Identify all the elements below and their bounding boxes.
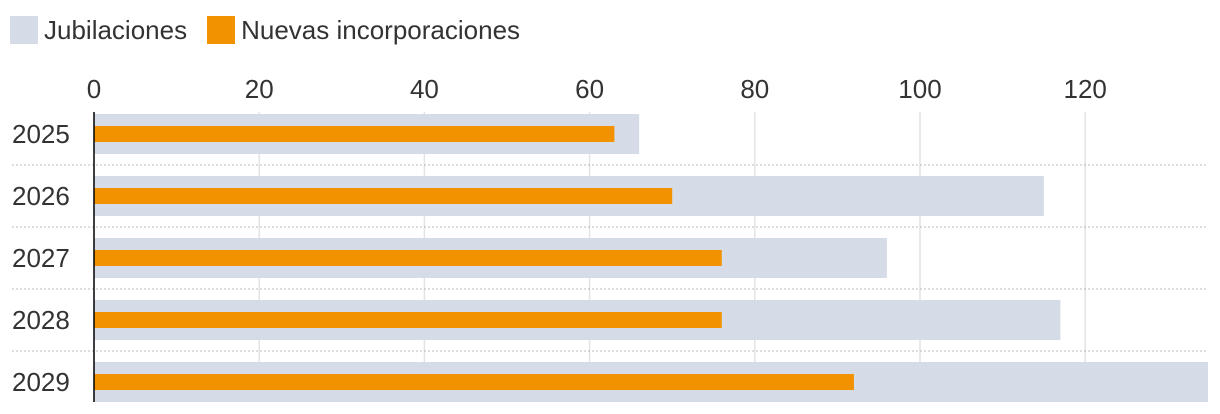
x-tick-label-40: 40 <box>410 74 439 104</box>
legend-swatch-jubilaciones <box>10 16 38 44</box>
x-tick-label-20: 20 <box>245 74 274 104</box>
legend-swatch-nuevas-incorporaciones <box>207 16 236 44</box>
bar-nuevas-incorporaciones-2026 <box>94 188 673 204</box>
bar-nuevas-incorporaciones-2028 <box>94 312 722 328</box>
x-tick-label-120: 120 <box>1064 74 1107 104</box>
y-tick-label-2028: 2028 <box>12 305 70 335</box>
legend-item-jubilaciones: Jubilaciones <box>10 15 187 46</box>
y-tick-label-2025: 2025 <box>12 119 70 149</box>
bar-nuevas-incorporaciones-2029 <box>94 374 854 390</box>
x-tick-label-100: 100 <box>898 74 941 104</box>
legend-item-nuevas-incorporaciones: Nuevas incorporaciones <box>207 15 520 46</box>
x-tick-label-80: 80 <box>740 74 769 104</box>
x-tick-label-0: 0 <box>87 74 101 104</box>
y-tick-label-2027: 2027 <box>12 243 70 273</box>
bar-nuevas-incorporaciones-2027 <box>94 250 722 266</box>
y-tick-label-2026: 2026 <box>12 181 70 211</box>
y-tick-label-2029: 2029 <box>12 367 70 397</box>
x-tick-label-60: 60 <box>575 74 604 104</box>
legend-label-jubilaciones: Jubilaciones <box>44 14 188 45</box>
legend-label-nuevas-incorporaciones: Nuevas incorporaciones <box>241 14 521 45</box>
bar-nuevas-incorporaciones-2025 <box>94 126 615 142</box>
legend: Jubilaciones Nuevas incorporaciones <box>10 14 540 46</box>
